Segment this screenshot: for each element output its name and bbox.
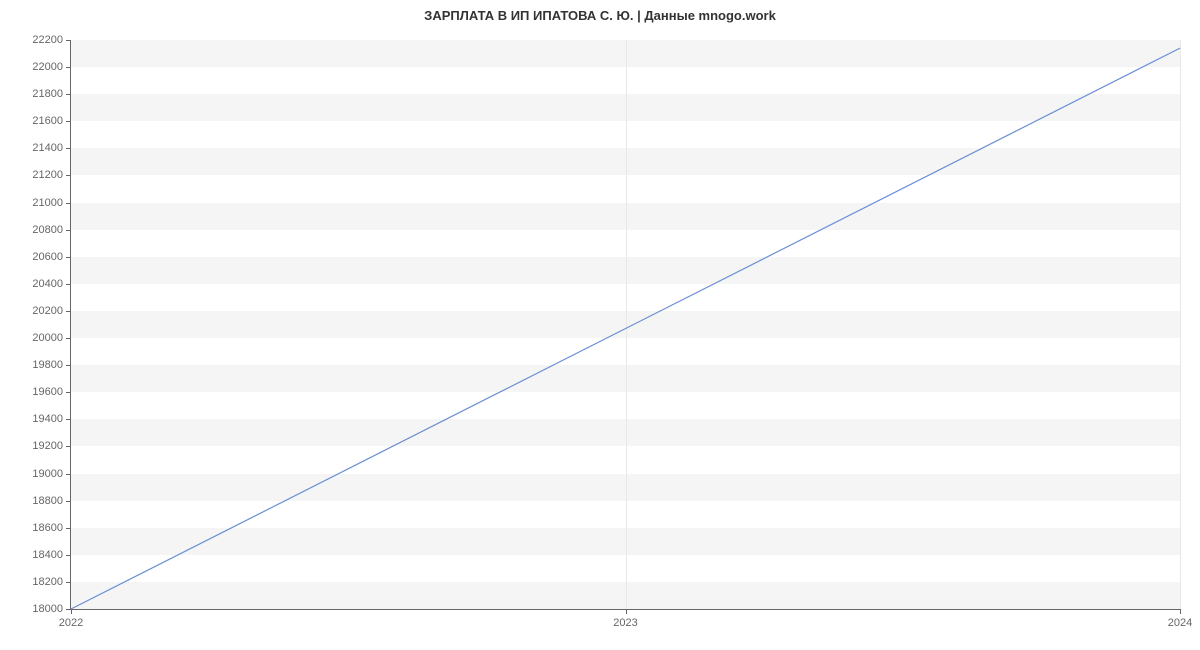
plot-area: 1800018200184001860018800190001920019400…	[70, 40, 1180, 610]
x-tick-mark	[626, 609, 627, 614]
x-tick-mark	[71, 609, 72, 614]
y-tick-label: 20600	[32, 251, 63, 263]
y-tick-label: 20800	[32, 224, 63, 236]
y-tick-label: 19200	[32, 440, 63, 452]
y-tick-label: 18800	[32, 495, 63, 507]
series-line-salary	[71, 48, 1180, 609]
x-tick-label: 2024	[1168, 617, 1192, 629]
y-tick-label: 21800	[32, 88, 63, 100]
y-tick-label: 18000	[32, 603, 63, 615]
y-tick-label: 18200	[32, 576, 63, 588]
line-layer	[71, 40, 1180, 609]
y-tick-label: 21200	[32, 169, 63, 181]
x-grid-line	[1180, 40, 1181, 609]
y-tick-label: 18400	[32, 549, 63, 561]
y-tick-label: 19800	[32, 359, 63, 371]
y-tick-label: 21400	[32, 142, 63, 154]
y-tick-label: 21000	[32, 197, 63, 209]
y-tick-label: 22000	[32, 61, 63, 73]
y-tick-label: 19400	[32, 413, 63, 425]
y-tick-label: 20400	[32, 278, 63, 290]
salary-line-chart: ЗАРПЛАТА В ИП ИПАТОВА С. Ю. | Данные mno…	[0, 0, 1200, 650]
y-tick-label: 20000	[32, 332, 63, 344]
y-tick-label: 21600	[32, 115, 63, 127]
y-tick-label: 22200	[32, 34, 63, 46]
x-tick-label: 2022	[59, 617, 83, 629]
x-tick-mark	[1180, 609, 1181, 614]
y-tick-label: 20200	[32, 305, 63, 317]
y-tick-label: 18600	[32, 522, 63, 534]
x-tick-label: 2023	[613, 617, 637, 629]
y-tick-label: 19000	[32, 468, 63, 480]
y-tick-label: 19600	[32, 386, 63, 398]
chart-title: ЗАРПЛАТА В ИП ИПАТОВА С. Ю. | Данные mno…	[0, 0, 1200, 27]
